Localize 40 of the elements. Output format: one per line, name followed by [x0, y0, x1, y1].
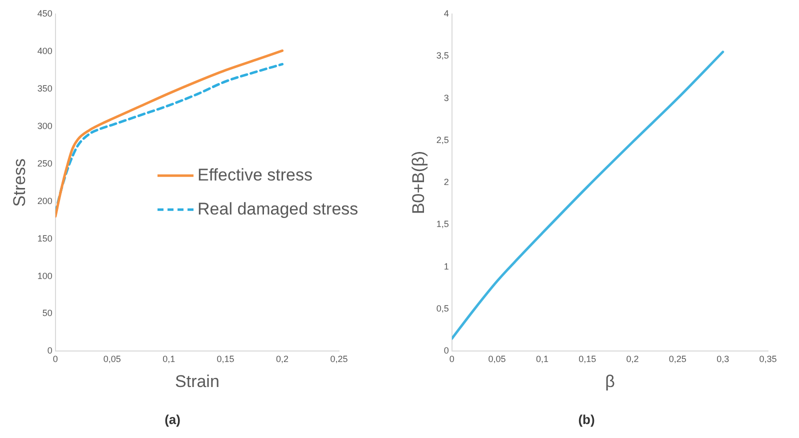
y-tick-label: 3: [444, 92, 449, 103]
y-tick-label: 350: [37, 83, 52, 94]
legend-label: Effective stress: [198, 165, 312, 184]
x-axis-title: Strain: [174, 372, 220, 391]
y-tick-label: 2,5: [436, 134, 449, 145]
y-tick-label: 1,5: [436, 219, 449, 230]
x-tick-label: 0,25: [668, 354, 686, 364]
y-axis-title: B0+B(β): [408, 151, 428, 214]
y-tick-label: 250: [37, 158, 52, 168]
text: (a): [164, 412, 180, 427]
y-tick-label: 4: [444, 8, 449, 18]
legend-label: Real damaged stress: [198, 199, 358, 218]
y-tick-label: 450: [37, 8, 52, 18]
y-tick-label: 3,5: [436, 50, 449, 61]
y-tick-label: 1: [444, 261, 449, 272]
y-axis-title: Stress: [10, 158, 29, 207]
line-series: [452, 50, 724, 340]
y-tick-label: 0,5: [436, 304, 449, 314]
y-tick-label: 0: [444, 346, 449, 356]
x-tick-label: 0,1: [536, 354, 548, 364]
x-tick-label: 0,35: [759, 354, 777, 364]
x-tick-label: 0,15: [578, 354, 596, 364]
y-tick-label: 150: [37, 233, 52, 244]
y-tick-label: 100: [37, 270, 52, 281]
y-tick-label: 200: [37, 196, 52, 206]
x-tick-label: 0,1: [162, 354, 176, 364]
y-tick-label: 2: [444, 177, 449, 188]
x-tick-label: 0,15: [216, 354, 234, 364]
x-tick-label: 0,2: [276, 354, 289, 364]
x-axis-title: β: [605, 372, 616, 391]
y-tick-label: 0: [47, 346, 52, 356]
x-tick-label: 0,05: [488, 354, 506, 364]
x-tick-label: 0,25: [330, 354, 348, 364]
y-tick-label: 50: [42, 308, 52, 318]
y-tick-label: 400: [37, 46, 52, 56]
x-tick-label: 0,05: [103, 354, 121, 364]
text: (b): [578, 412, 595, 427]
x-tick-label: 0,3: [716, 354, 730, 364]
y-tick-label: 300: [37, 120, 52, 131]
x-tick-label: 0,2: [626, 354, 639, 364]
